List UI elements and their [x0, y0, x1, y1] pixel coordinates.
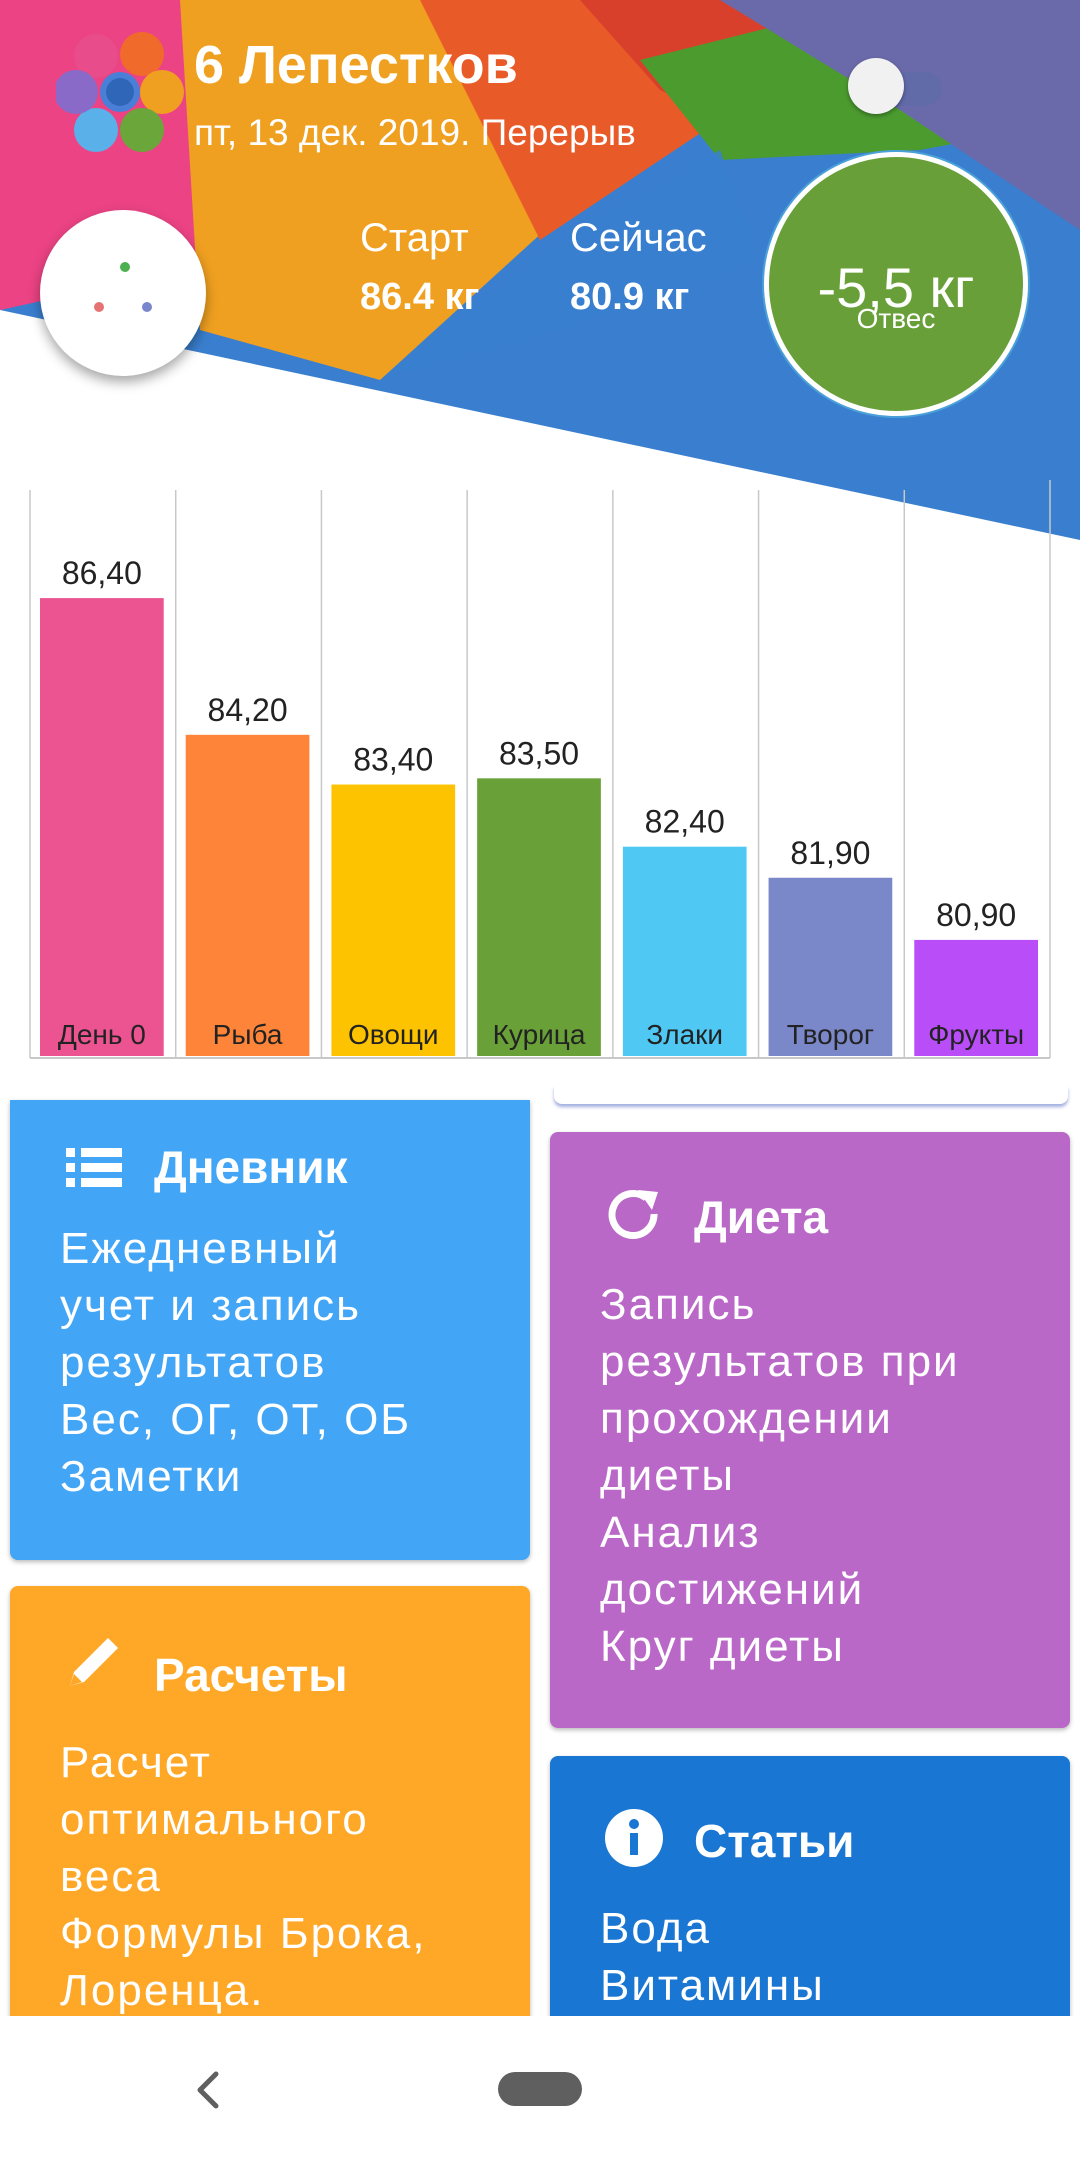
calculations-title: Расчеты	[154, 1649, 348, 1701]
articles-description: Вода Витамины	[600, 1904, 825, 2010]
chart-category-label: Фрукты	[928, 1019, 1024, 1050]
weight-bar-chart: 86,40 День 0 84,20 Рыба 83,40 Овощи 83,50 Куриц…	[29, 480, 1051, 1059]
diet-card[interactable]: Диета Запись результатов при прохождении…	[550, 1132, 1070, 1728]
app-header: 6 Лепестков пт, 13 дек. 2019. Перерыв Ст…	[0, 0, 1080, 560]
chart-category-label: Злаки	[646, 1019, 723, 1050]
chart-value-label: 83,50	[499, 735, 579, 771]
diet-description: Запись результатов при прохождении диеты…	[600, 1280, 960, 1671]
toggle-switch[interactable]	[846, 58, 946, 114]
start-label: Старт	[360, 216, 469, 260]
weight-loss-label: Отвес	[856, 303, 936, 334]
diary-description: Ежедневный учет и запись результатов Вес…	[60, 1224, 412, 1501]
diet-title: Диета	[694, 1191, 829, 1243]
chart-value-label: 82,40	[645, 804, 725, 840]
chart-value-label: 80,90	[936, 897, 1016, 933]
pencil-icon	[70, 1638, 118, 1686]
articles-card[interactable]: Статьи Вода Витамины	[550, 1756, 1070, 2056]
app-title: 6 Лепестков	[194, 35, 518, 95]
chart-category-label: Рыба	[213, 1019, 283, 1050]
dot-icon	[120, 262, 130, 272]
menu-button[interactable]	[40, 210, 206, 376]
chart-bar	[914, 939, 1038, 1056]
chart-value-label: 86,40	[62, 555, 142, 591]
app-logo	[56, 32, 184, 152]
chart-bar	[477, 778, 601, 1056]
chart-category-label: День 0	[58, 1019, 146, 1050]
chart-category-label: Овощи	[348, 1019, 439, 1050]
weight-loss-value: -5,5 кг	[817, 256, 975, 319]
date-status: пт, 13 дек. 2019. Перерыв	[194, 112, 636, 153]
chart-category-label: Творог	[787, 1019, 874, 1050]
home-button[interactable]	[498, 2072, 582, 2106]
articles-title: Статьи	[694, 1815, 855, 1867]
chart-value-label: 84,20	[208, 692, 288, 728]
diary-card[interactable]: Дневник Ежедневный учет и запись результ…	[10, 1100, 530, 1560]
calculations-card[interactable]: Расчеты Расчет оптимального веса Формулы…	[10, 1586, 530, 2046]
back-icon[interactable]	[188, 2062, 228, 2118]
diary-title: Дневник	[154, 1141, 348, 1193]
card-edge	[554, 1086, 1068, 1104]
chart-bar	[622, 846, 747, 1056]
now-value: 80.9 кг	[570, 276, 690, 318]
chart-bar	[185, 734, 310, 1056]
start-value: 86.4 кг	[360, 276, 480, 318]
toggle-thumb	[848, 58, 904, 114]
now-label: Сейчас	[570, 216, 707, 260]
chart-bar	[40, 598, 164, 1056]
calculations-description: Расчет оптимального веса Формулы Брока, …	[60, 1738, 427, 2015]
dot-icon	[142, 302, 152, 312]
chart-bar	[331, 784, 456, 1056]
info-icon	[605, 1809, 663, 1867]
system-navigation-bar	[0, 2016, 1080, 2160]
chart-value-label: 83,40	[353, 742, 433, 778]
chart-category-label: Курица	[493, 1019, 586, 1050]
refresh-icon	[608, 1190, 658, 1239]
chart-bar	[768, 877, 893, 1056]
list-icon	[66, 1148, 122, 1187]
chart-value-label: 81,90	[790, 835, 870, 871]
dot-icon	[94, 302, 104, 312]
weight-loss-badge[interactable]: -5,5 кг Отвес	[764, 152, 1028, 416]
